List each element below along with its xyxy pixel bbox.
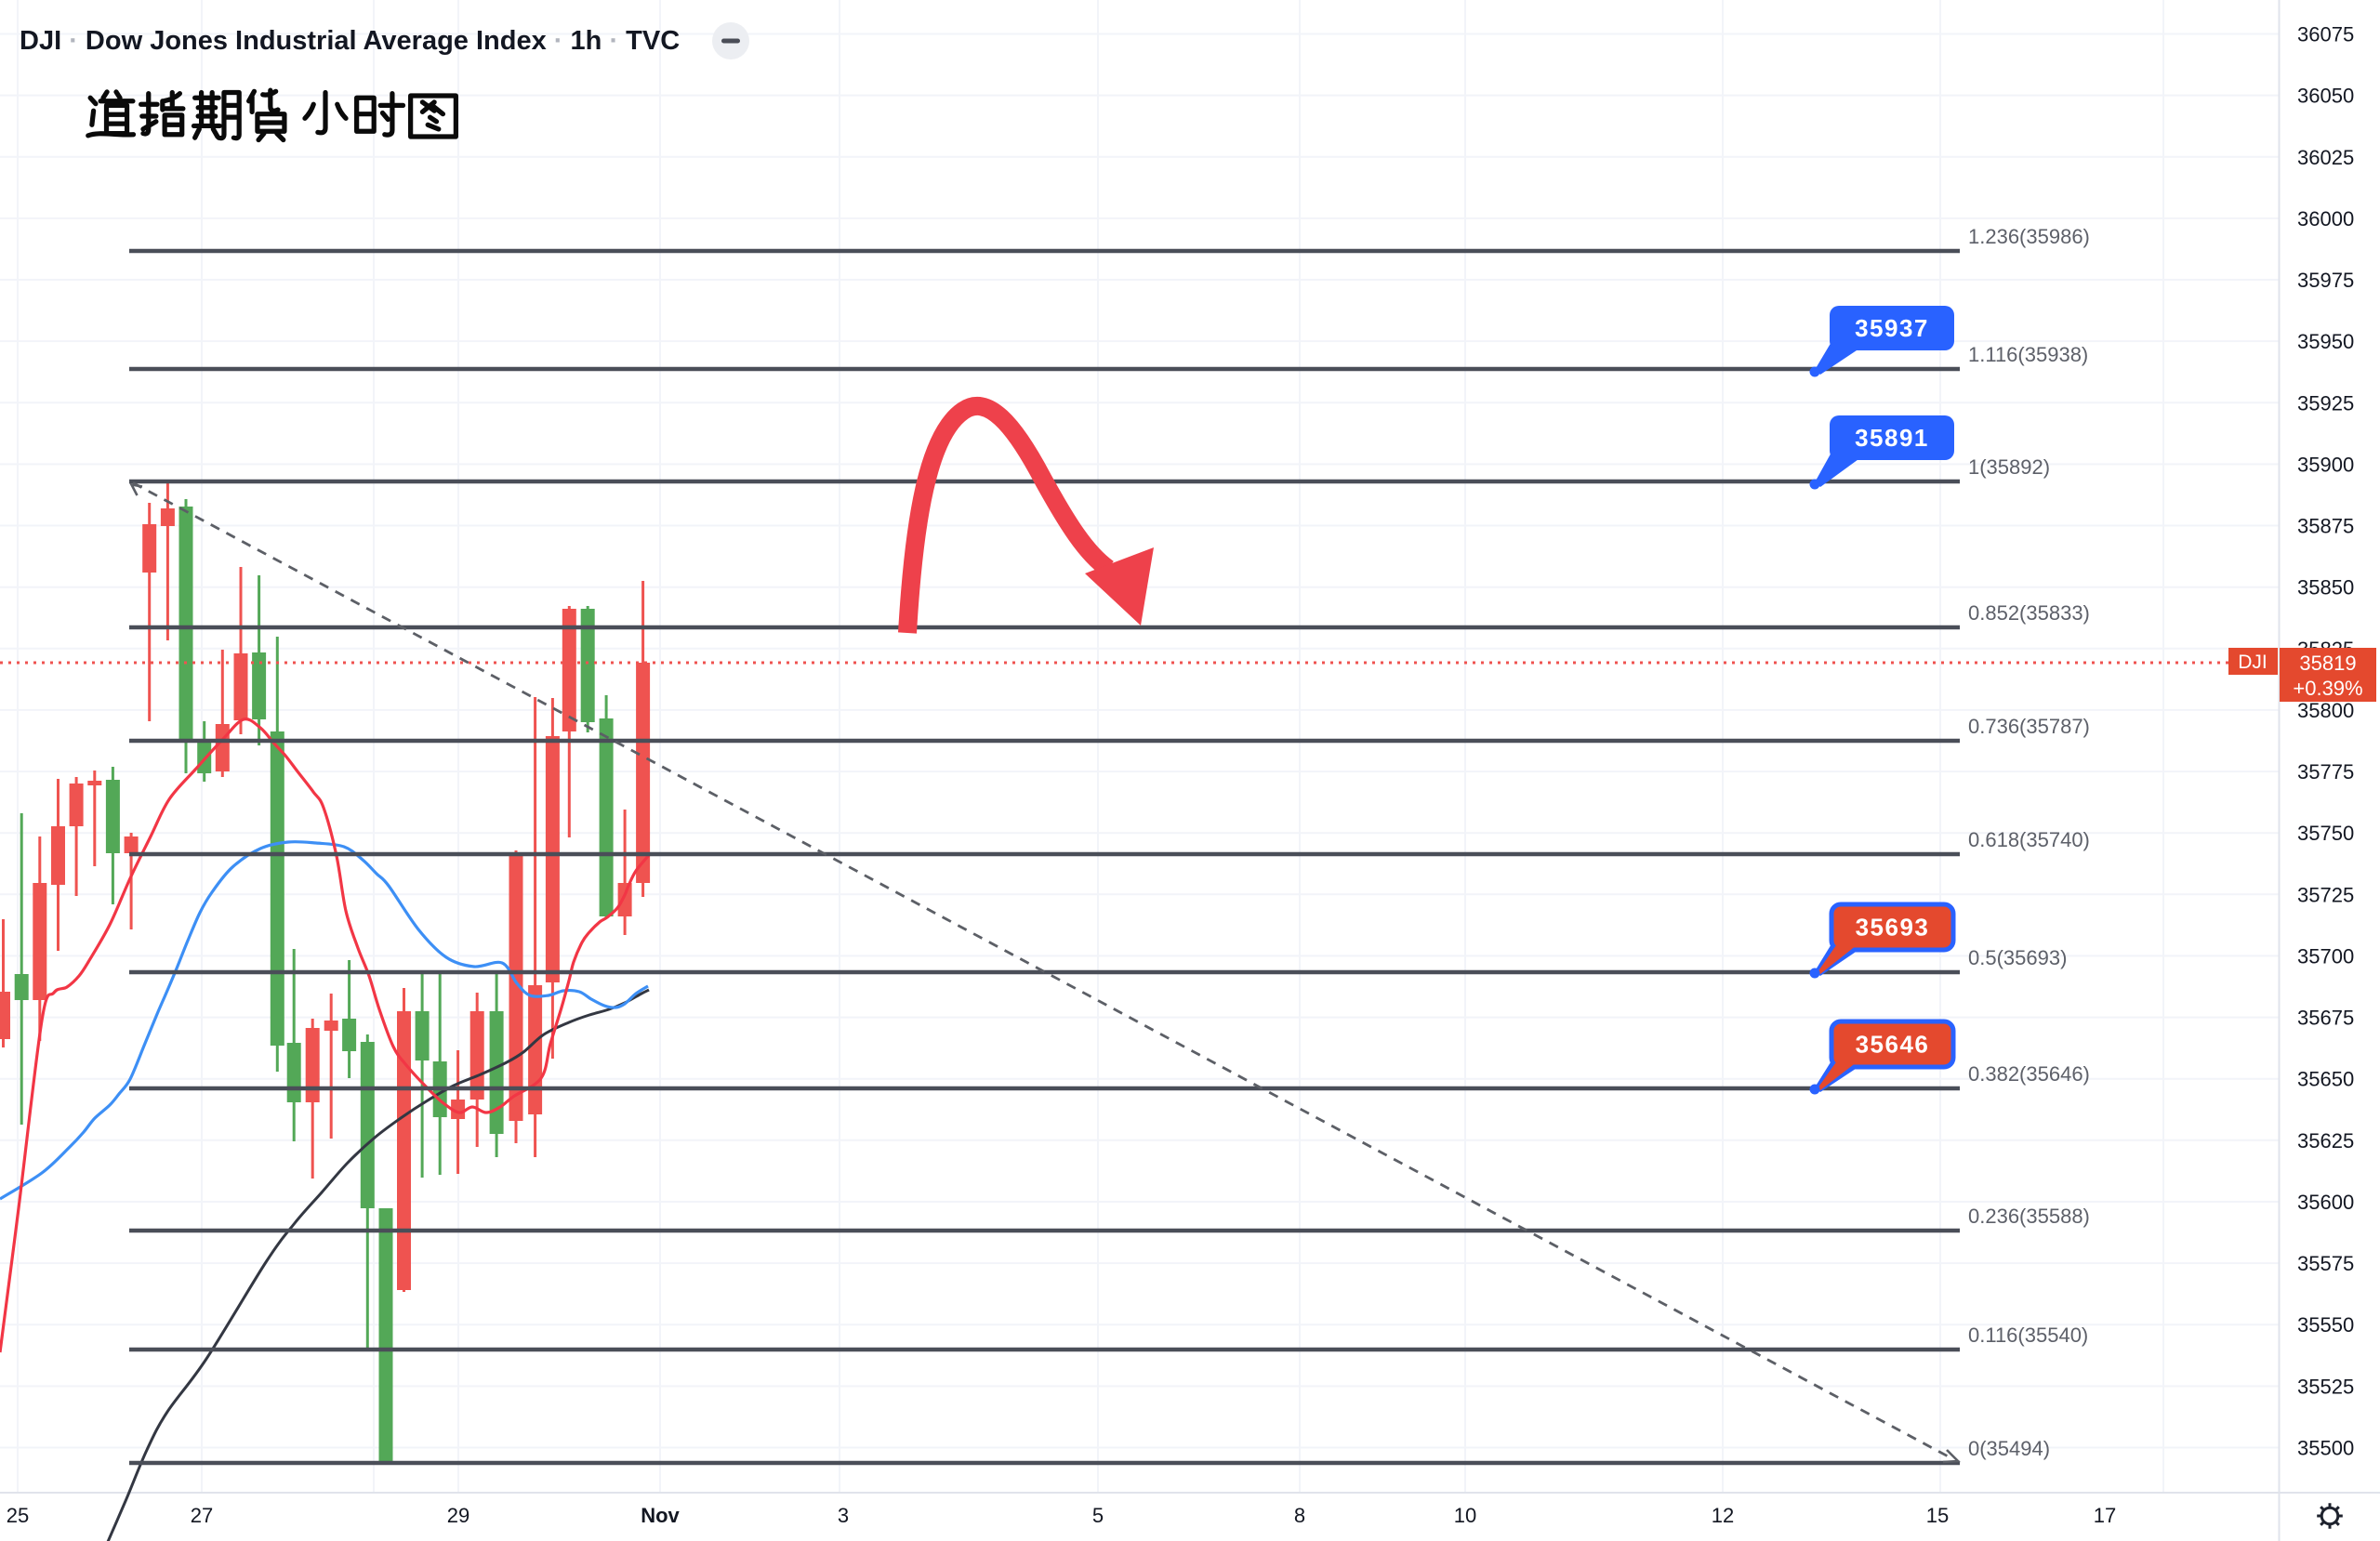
svg-text:35875: 35875	[2297, 515, 2354, 538]
svg-text:1.236(35986): 1.236(35986)	[1968, 225, 2090, 248]
svg-text:35891: 35891	[1855, 424, 1929, 452]
svg-text:35950: 35950	[2297, 330, 2354, 353]
svg-text:36025: 36025	[2297, 146, 2354, 169]
svg-text:17: 17	[2094, 1504, 2116, 1527]
svg-text:Nov: Nov	[641, 1504, 680, 1527]
svg-text:0.116(35540): 0.116(35540)	[1968, 1324, 2088, 1347]
svg-text:35525: 35525	[2297, 1375, 2354, 1398]
svg-text:29: 29	[447, 1504, 469, 1527]
svg-text:0.5(35693): 0.5(35693)	[1968, 946, 2067, 969]
svg-text:8: 8	[1294, 1504, 1305, 1527]
svg-text:36000: 36000	[2297, 207, 2354, 230]
svg-text:35725: 35725	[2297, 883, 2354, 906]
svg-text:35650: 35650	[2297, 1068, 2354, 1091]
svg-text:35975: 35975	[2297, 269, 2354, 292]
svg-text:25: 25	[7, 1504, 29, 1527]
svg-text:DJI: DJI	[2238, 652, 2268, 673]
svg-text:35646: 35646	[1856, 1031, 1930, 1059]
svg-text:27: 27	[191, 1504, 213, 1527]
svg-text:35800: 35800	[2297, 699, 2354, 722]
svg-text:1(35892): 1(35892)	[1968, 455, 2050, 479]
svg-text:DJI · Dow Jones Industrial Ave: DJI · Dow Jones Industrial Average Index…	[20, 26, 680, 56]
svg-text:+0.39%: +0.39%	[2293, 677, 2362, 700]
svg-text:35775: 35775	[2297, 760, 2354, 784]
svg-text:0(35494): 0(35494)	[1968, 1437, 2050, 1460]
svg-text:1.116(35938): 1.116(35938)	[1968, 343, 2088, 366]
svg-text:0.382(35646): 0.382(35646)	[1968, 1062, 2090, 1086]
svg-text:0.618(35740): 0.618(35740)	[1968, 828, 2090, 851]
svg-text:35500: 35500	[2297, 1437, 2354, 1460]
svg-text:3: 3	[838, 1504, 849, 1527]
svg-text:35900: 35900	[2297, 453, 2354, 476]
svg-text:5: 5	[1092, 1504, 1104, 1527]
svg-text:0.852(35833): 0.852(35833)	[1968, 601, 2090, 625]
svg-text:35700: 35700	[2297, 944, 2354, 968]
svg-text:35750: 35750	[2297, 822, 2354, 845]
svg-text:35819: 35819	[2299, 652, 2356, 675]
svg-text:36075: 36075	[2297, 23, 2354, 46]
svg-text:35625: 35625	[2297, 1129, 2354, 1152]
svg-text:35575: 35575	[2297, 1252, 2354, 1275]
svg-text:35675: 35675	[2297, 1007, 2354, 1030]
svg-text:0.236(35588): 0.236(35588)	[1968, 1205, 2090, 1228]
svg-text:15: 15	[1926, 1504, 1949, 1527]
svg-text:0.736(35787): 0.736(35787)	[1968, 715, 2090, 738]
svg-text:35937: 35937	[1855, 314, 1929, 342]
svg-text:12: 12	[1712, 1504, 1734, 1527]
svg-text:35600: 35600	[2297, 1191, 2354, 1214]
svg-text:10: 10	[1454, 1504, 1476, 1527]
svg-text:36050: 36050	[2297, 85, 2354, 108]
svg-text:35925: 35925	[2297, 391, 2354, 415]
svg-text:35550: 35550	[2297, 1313, 2354, 1337]
svg-text:35693: 35693	[1856, 914, 1930, 942]
svg-text:35850: 35850	[2297, 576, 2354, 599]
